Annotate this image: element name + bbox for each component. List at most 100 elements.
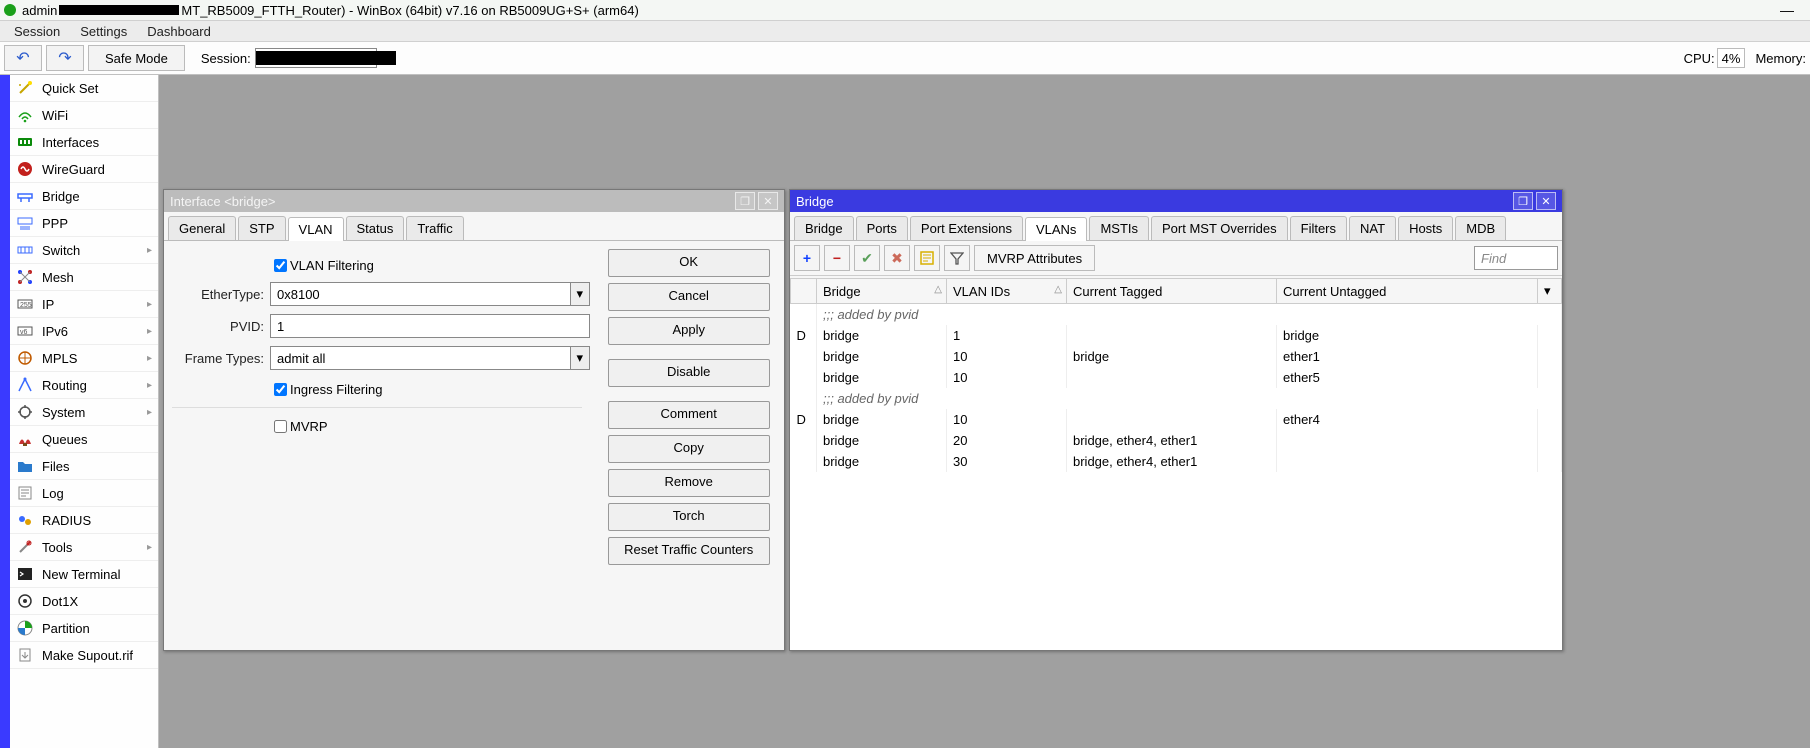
sidebar-item-label: Make Supout.rif [42, 648, 133, 663]
tab-port-mst-overrides[interactable]: Port MST Overrides [1151, 216, 1288, 240]
disable-button[interactable]: Disable [608, 359, 770, 387]
safe-mode-button[interactable]: Safe Mode [88, 45, 185, 71]
reset-traffic-counters-button[interactable]: Reset Traffic Counters [608, 537, 770, 565]
cell-bridge: bridge [817, 409, 947, 430]
cell-tagged [1067, 325, 1277, 346]
find-input[interactable]: Find [1474, 246, 1558, 270]
sidebar-item-ip[interactable]: 255IP▸ [10, 291, 158, 318]
column-current-untagged[interactable]: Current Untagged [1277, 279, 1538, 304]
tab-traffic[interactable]: Traffic [406, 216, 463, 240]
table-row[interactable]: bridge20bridge, ether4, ether1 [791, 430, 1562, 451]
sidebar-item-wireguard[interactable]: WireGuard [10, 156, 158, 183]
tab-nat[interactable]: NAT [1349, 216, 1396, 240]
table-row[interactable]: bridge10bridgeether1 [791, 346, 1562, 367]
comment-button[interactable]: Comment [608, 401, 770, 429]
tab-hosts[interactable]: Hosts [1398, 216, 1453, 240]
table-row[interactable]: Dbridge10ether4 [791, 409, 1562, 430]
sidebar-item-files[interactable]: Files [10, 453, 158, 480]
tab-stp[interactable]: STP [238, 216, 285, 240]
sidebar-item-interfaces[interactable]: Interfaces [10, 129, 158, 156]
sidebar-item-dot1x[interactable]: Dot1X [10, 588, 158, 615]
tab-bridge[interactable]: Bridge [794, 216, 854, 240]
sidebar: Quick SetWiFiInterfacesWireGuardBridgePP… [10, 75, 159, 748]
sidebar-item-quick-set[interactable]: Quick Set [10, 75, 158, 102]
table-row[interactable]: bridge30bridge, ether4, ether1 [791, 451, 1562, 472]
mvrp-checkbox[interactable] [274, 420, 287, 433]
torch-button[interactable]: Torch [608, 503, 770, 531]
add-button[interactable]: + [794, 245, 820, 271]
tab-vlan[interactable]: VLAN [288, 217, 344, 241]
mvrp-attributes-button[interactable]: MVRP Attributes [974, 245, 1095, 271]
title-redacted [59, 5, 179, 15]
table-row[interactable]: bridge10ether5 [791, 367, 1562, 388]
minimize-button[interactable]: — [1764, 0, 1810, 20]
sidebar-item-ipv6[interactable]: v6IPv6▸ [10, 318, 158, 345]
tab-filters[interactable]: Filters [1290, 216, 1347, 240]
menu-session[interactable]: Session [4, 24, 70, 39]
window-restore-icon[interactable]: ❐ [1513, 192, 1533, 210]
sidebar-item-mesh[interactable]: Mesh [10, 264, 158, 291]
vlan-table[interactable]: Bridge△ VLAN IDs△ Current Tagged Current… [790, 278, 1562, 650]
sidebar-item-make-supout-rif[interactable]: Make Supout.rif [10, 642, 158, 669]
pvid-input[interactable]: 1 [270, 314, 590, 338]
tab-status[interactable]: Status [346, 216, 405, 240]
column-flag[interactable] [791, 279, 817, 304]
sidebar-item-radius[interactable]: RADIUS [10, 507, 158, 534]
menu-settings[interactable]: Settings [70, 24, 137, 39]
ethertype-input[interactable]: 0x8100 ▾ [270, 282, 590, 306]
table-row[interactable]: Dbridge1bridge [791, 325, 1562, 346]
sidebar-item-wifi[interactable]: WiFi [10, 102, 158, 129]
column-menu[interactable]: ▾ [1538, 279, 1562, 304]
window-interface-titlebar[interactable]: Interface <bridge> ❐ ✕ [164, 190, 784, 212]
sidebar-item-mpls[interactable]: MPLS▸ [10, 345, 158, 372]
window-close-icon[interactable]: ✕ [1536, 192, 1556, 210]
main-toolbar: ↶ ↷ Safe Mode Session: CPU: 4% Memory: [0, 42, 1810, 75]
chevron-down-icon[interactable]: ▾ [570, 347, 589, 369]
apply-button[interactable]: Apply [608, 317, 770, 345]
column-vlan-ids[interactable]: VLAN IDs△ [947, 279, 1067, 304]
pvid-value: 1 [277, 319, 284, 334]
ingress-checkbox[interactable] [274, 383, 287, 396]
tab-vlans[interactable]: VLANs [1025, 217, 1087, 241]
sidebar-item-ppp[interactable]: PPP [10, 210, 158, 237]
sidebar-item-bridge[interactable]: Bridge [10, 183, 158, 210]
remove-button[interactable]: Remove [608, 469, 770, 497]
filter-button[interactable] [944, 245, 970, 271]
sidebar-item-tools[interactable]: Tools▸ [10, 534, 158, 561]
vlan-filtering-checkbox[interactable] [274, 259, 287, 272]
remove-button[interactable]: − [824, 245, 850, 271]
sidebar-item-system[interactable]: System▸ [10, 399, 158, 426]
redo-button[interactable]: ↷ [46, 45, 84, 71]
tab-general[interactable]: General [168, 216, 236, 240]
column-current-tagged[interactable]: Current Tagged [1067, 279, 1277, 304]
copy-button[interactable]: Copy [608, 435, 770, 463]
window-close-icon[interactable]: ✕ [758, 192, 778, 210]
sidebar-item-log[interactable]: Log [10, 480, 158, 507]
chevron-down-icon[interactable]: ▾ [570, 283, 589, 305]
enable-button[interactable]: ✔ [854, 245, 880, 271]
table-group-row: ;;; added by pvid [791, 304, 1562, 326]
tab-mdb[interactable]: MDB [1455, 216, 1506, 240]
cell-bridge: bridge [817, 346, 947, 367]
tab-ports[interactable]: Ports [856, 216, 908, 240]
sidebar-item-queues[interactable]: Queues [10, 426, 158, 453]
ok-button[interactable]: OK [608, 249, 770, 277]
frametypes-input[interactable]: admit all ▾ [270, 346, 590, 370]
window-bridge-titlebar[interactable]: Bridge ❐ ✕ [790, 190, 1562, 212]
disable-button[interactable]: ✖ [884, 245, 910, 271]
cell-tagged [1067, 367, 1277, 388]
tab-port-extensions[interactable]: Port Extensions [910, 216, 1023, 240]
sidebar-item-routing[interactable]: Routing▸ [10, 372, 158, 399]
menu-dashboard[interactable]: Dashboard [137, 24, 221, 39]
column-bridge[interactable]: Bridge△ [817, 279, 947, 304]
sidebar-item-switch[interactable]: Switch▸ [10, 237, 158, 264]
cell-bridge: bridge [817, 367, 947, 388]
cancel-button[interactable]: Cancel [608, 283, 770, 311]
window-restore-icon[interactable]: ❐ [735, 192, 755, 210]
comment-button[interactable] [914, 245, 940, 271]
tab-mstis[interactable]: MSTIs [1089, 216, 1149, 240]
undo-button[interactable]: ↶ [4, 45, 42, 71]
sidebar-item-partition[interactable]: Partition [10, 615, 158, 642]
sidebar-item-new-terminal[interactable]: New Terminal [10, 561, 158, 588]
cell-untagged [1277, 451, 1538, 472]
